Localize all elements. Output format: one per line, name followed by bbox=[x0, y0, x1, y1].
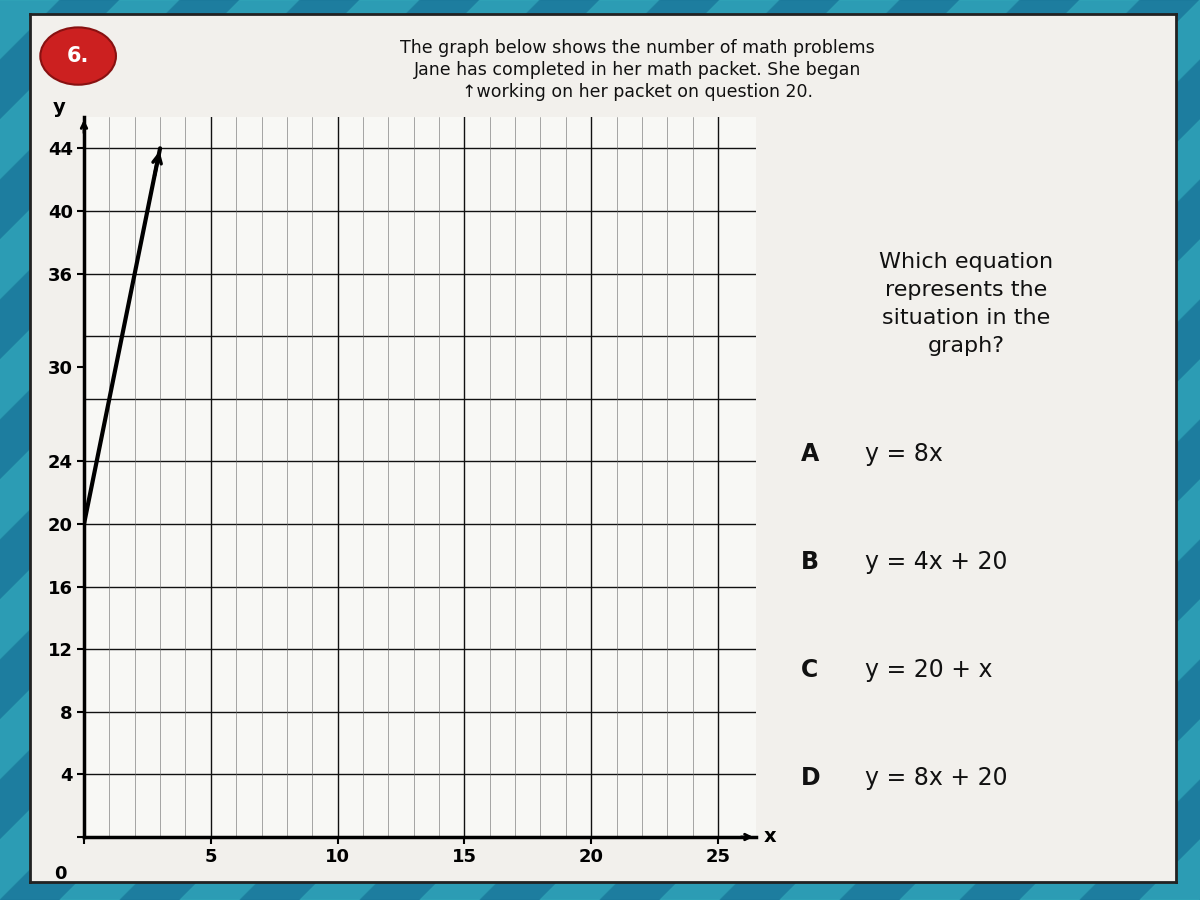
Polygon shape bbox=[180, 0, 1140, 900]
Polygon shape bbox=[0, 0, 120, 900]
Polygon shape bbox=[540, 0, 1200, 900]
Polygon shape bbox=[480, 0, 1200, 900]
Polygon shape bbox=[360, 0, 1200, 900]
Polygon shape bbox=[660, 0, 1200, 900]
Polygon shape bbox=[780, 0, 1200, 900]
Polygon shape bbox=[0, 0, 480, 900]
Circle shape bbox=[41, 27, 116, 85]
Text: y = 8x: y = 8x bbox=[865, 442, 943, 465]
Polygon shape bbox=[0, 0, 720, 900]
Text: B: B bbox=[800, 550, 818, 573]
Text: y = 20 + x: y = 20 + x bbox=[865, 658, 992, 681]
Polygon shape bbox=[120, 0, 1080, 900]
Text: 6.: 6. bbox=[67, 46, 89, 66]
Text: The graph below shows the number of math problems: The graph below shows the number of math… bbox=[400, 40, 875, 58]
Text: Which equation
represents the
situation in the
graph?: Which equation represents the situation … bbox=[878, 252, 1054, 356]
Polygon shape bbox=[0, 0, 300, 900]
Text: x: x bbox=[763, 827, 776, 847]
Polygon shape bbox=[960, 0, 1200, 900]
Polygon shape bbox=[600, 0, 1200, 900]
Polygon shape bbox=[720, 0, 1200, 900]
Text: ↑working on her packet on question 20.: ↑working on her packet on question 20. bbox=[462, 83, 812, 101]
Polygon shape bbox=[900, 0, 1200, 900]
Polygon shape bbox=[0, 0, 540, 900]
Text: Jane has completed in her math packet. She began: Jane has completed in her math packet. S… bbox=[414, 61, 862, 79]
Polygon shape bbox=[0, 0, 780, 900]
Polygon shape bbox=[0, 0, 420, 900]
Polygon shape bbox=[300, 0, 1200, 900]
Polygon shape bbox=[0, 0, 660, 900]
Polygon shape bbox=[420, 0, 1200, 900]
Text: y = 4x + 20: y = 4x + 20 bbox=[865, 550, 1008, 573]
Polygon shape bbox=[0, 0, 600, 900]
Polygon shape bbox=[1140, 0, 1200, 900]
Polygon shape bbox=[1020, 0, 1200, 900]
Polygon shape bbox=[0, 0, 960, 900]
Text: C: C bbox=[800, 658, 817, 681]
Text: y = 8x + 20: y = 8x + 20 bbox=[865, 766, 1008, 789]
Polygon shape bbox=[0, 0, 840, 900]
Polygon shape bbox=[0, 0, 360, 900]
Text: y: y bbox=[53, 98, 65, 117]
Polygon shape bbox=[840, 0, 1200, 900]
Polygon shape bbox=[0, 0, 900, 900]
Polygon shape bbox=[0, 0, 180, 900]
Polygon shape bbox=[0, 0, 240, 900]
Text: A: A bbox=[800, 442, 818, 465]
Polygon shape bbox=[60, 0, 1020, 900]
Polygon shape bbox=[240, 0, 1200, 900]
Polygon shape bbox=[0, 0, 60, 900]
Text: D: D bbox=[800, 766, 820, 789]
Text: 0: 0 bbox=[54, 865, 66, 883]
Polygon shape bbox=[1080, 0, 1200, 900]
